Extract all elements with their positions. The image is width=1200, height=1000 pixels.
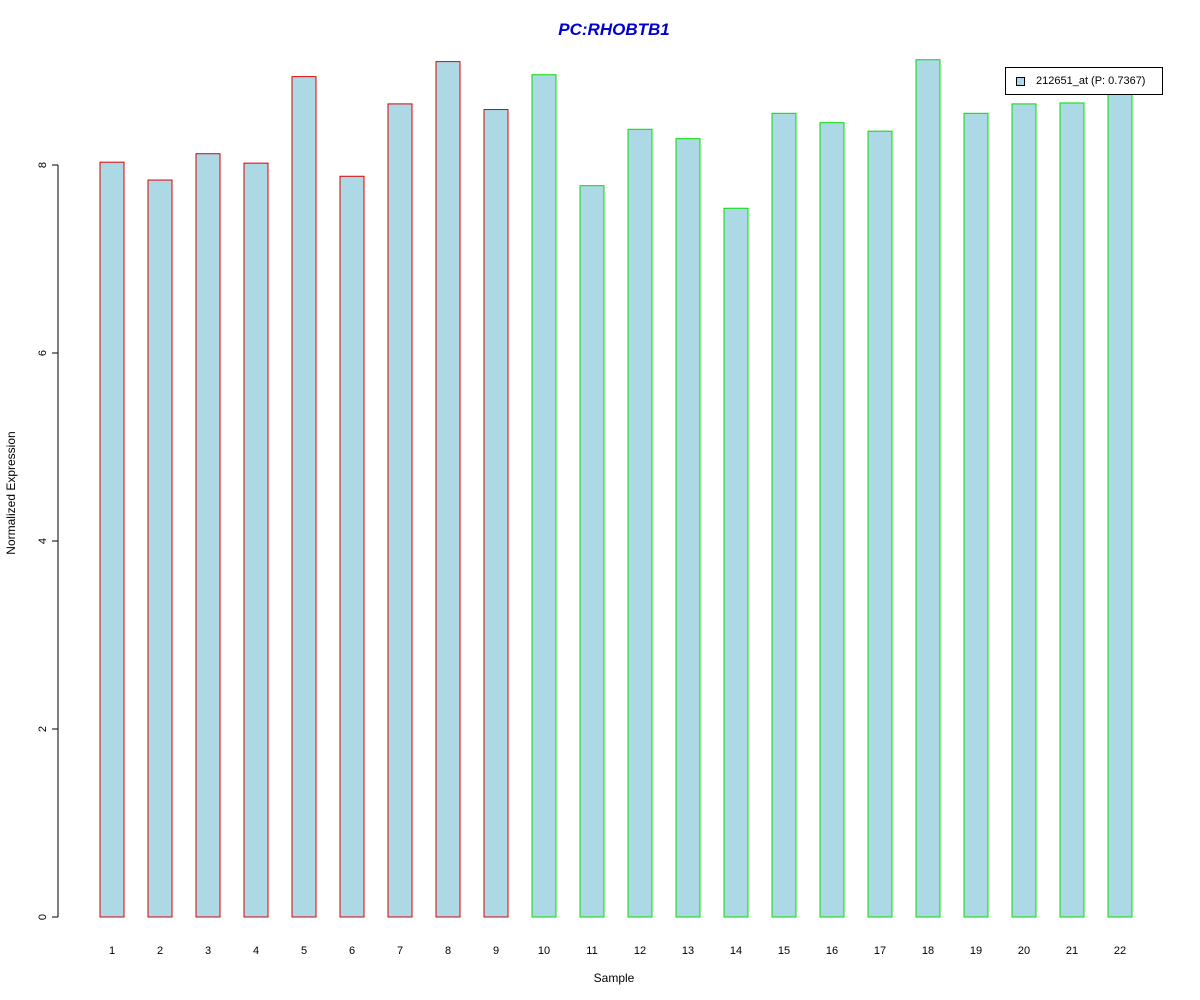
x-tick-label: 7 <box>397 945 403 957</box>
bar-sample-8 <box>435 61 461 918</box>
bar-sample-11 <box>579 185 605 918</box>
x-tick-label: 20 <box>1018 945 1030 957</box>
bar-sample-18 <box>915 59 941 918</box>
bar-sample-1 <box>99 161 125 918</box>
y-tick-label: 8 <box>37 162 49 168</box>
bar-sample-13 <box>675 138 701 918</box>
bar-sample-7 <box>387 103 413 918</box>
x-tick-label: 2 <box>157 945 163 957</box>
x-tick-label: 6 <box>349 945 355 957</box>
bars <box>99 59 1133 918</box>
bar-sample-10 <box>531 74 557 918</box>
x-tick-labels: 1 2 3 4 5 6 7 8 9 10 11 12 13 14 15 16 17 18 19 20 21 22 <box>109 945 1126 957</box>
y-tick-label: 4 <box>37 538 49 544</box>
y-axis: 0 2 4 6 8 <box>37 162 59 920</box>
x-tick-label: 10 <box>538 945 550 957</box>
bar-sample-21 <box>1059 102 1085 918</box>
x-tick-label: 5 <box>301 945 307 957</box>
x-tick-label: 3 <box>205 945 211 957</box>
chart-title: PC:RHOBTB1 <box>558 20 670 39</box>
legend-swatch <box>1016 77 1025 86</box>
bar-sample-4 <box>243 162 269 918</box>
x-tick-label: 22 <box>1114 945 1126 957</box>
x-tick-label: 9 <box>493 945 499 957</box>
y-tick-label: 2 <box>37 726 49 732</box>
bar-sample-2 <box>147 179 173 918</box>
bar-sample-16 <box>819 122 845 918</box>
bar-sample-3 <box>195 153 221 918</box>
x-tick-label: 8 <box>445 945 451 957</box>
bar-sample-9 <box>483 109 509 918</box>
x-tick-label: 15 <box>778 945 790 957</box>
x-tick-label: 11 <box>586 945 597 957</box>
x-tick-label: 1 <box>109 945 115 957</box>
x-tick-label: 16 <box>826 945 838 957</box>
x-tick-label: 4 <box>253 945 259 957</box>
bar-sample-12 <box>627 128 653 918</box>
bar-sample-5 <box>291 76 317 918</box>
x-tick-label: 19 <box>970 945 982 957</box>
bar-sample-14 <box>723 207 749 918</box>
y-tick-label: 6 <box>37 350 49 356</box>
bar-sample-22 <box>1107 94 1133 918</box>
bar-sample-19 <box>963 112 989 918</box>
bar-sample-15 <box>771 112 797 918</box>
x-tick-label: 14 <box>730 945 742 957</box>
x-tick-label: 12 <box>634 945 646 957</box>
x-tick-label: 13 <box>682 945 694 957</box>
bar-sample-17 <box>867 130 893 918</box>
x-axis-label: Sample <box>593 971 635 985</box>
x-tick-label: 18 <box>922 945 934 957</box>
x-tick-label: 21 <box>1066 945 1078 957</box>
y-axis-label: Normalized Expression <box>4 431 18 555</box>
bar-sample-6 <box>339 175 365 918</box>
legend-label: 212651_at (P: 0.7367) <box>1036 75 1146 87</box>
legend: 212651_at (P: 0.7367) <box>1005 67 1163 95</box>
x-tick-label: 17 <box>874 945 886 957</box>
y-tick-label: 0 <box>37 914 49 920</box>
bar-sample-20 <box>1011 103 1037 918</box>
